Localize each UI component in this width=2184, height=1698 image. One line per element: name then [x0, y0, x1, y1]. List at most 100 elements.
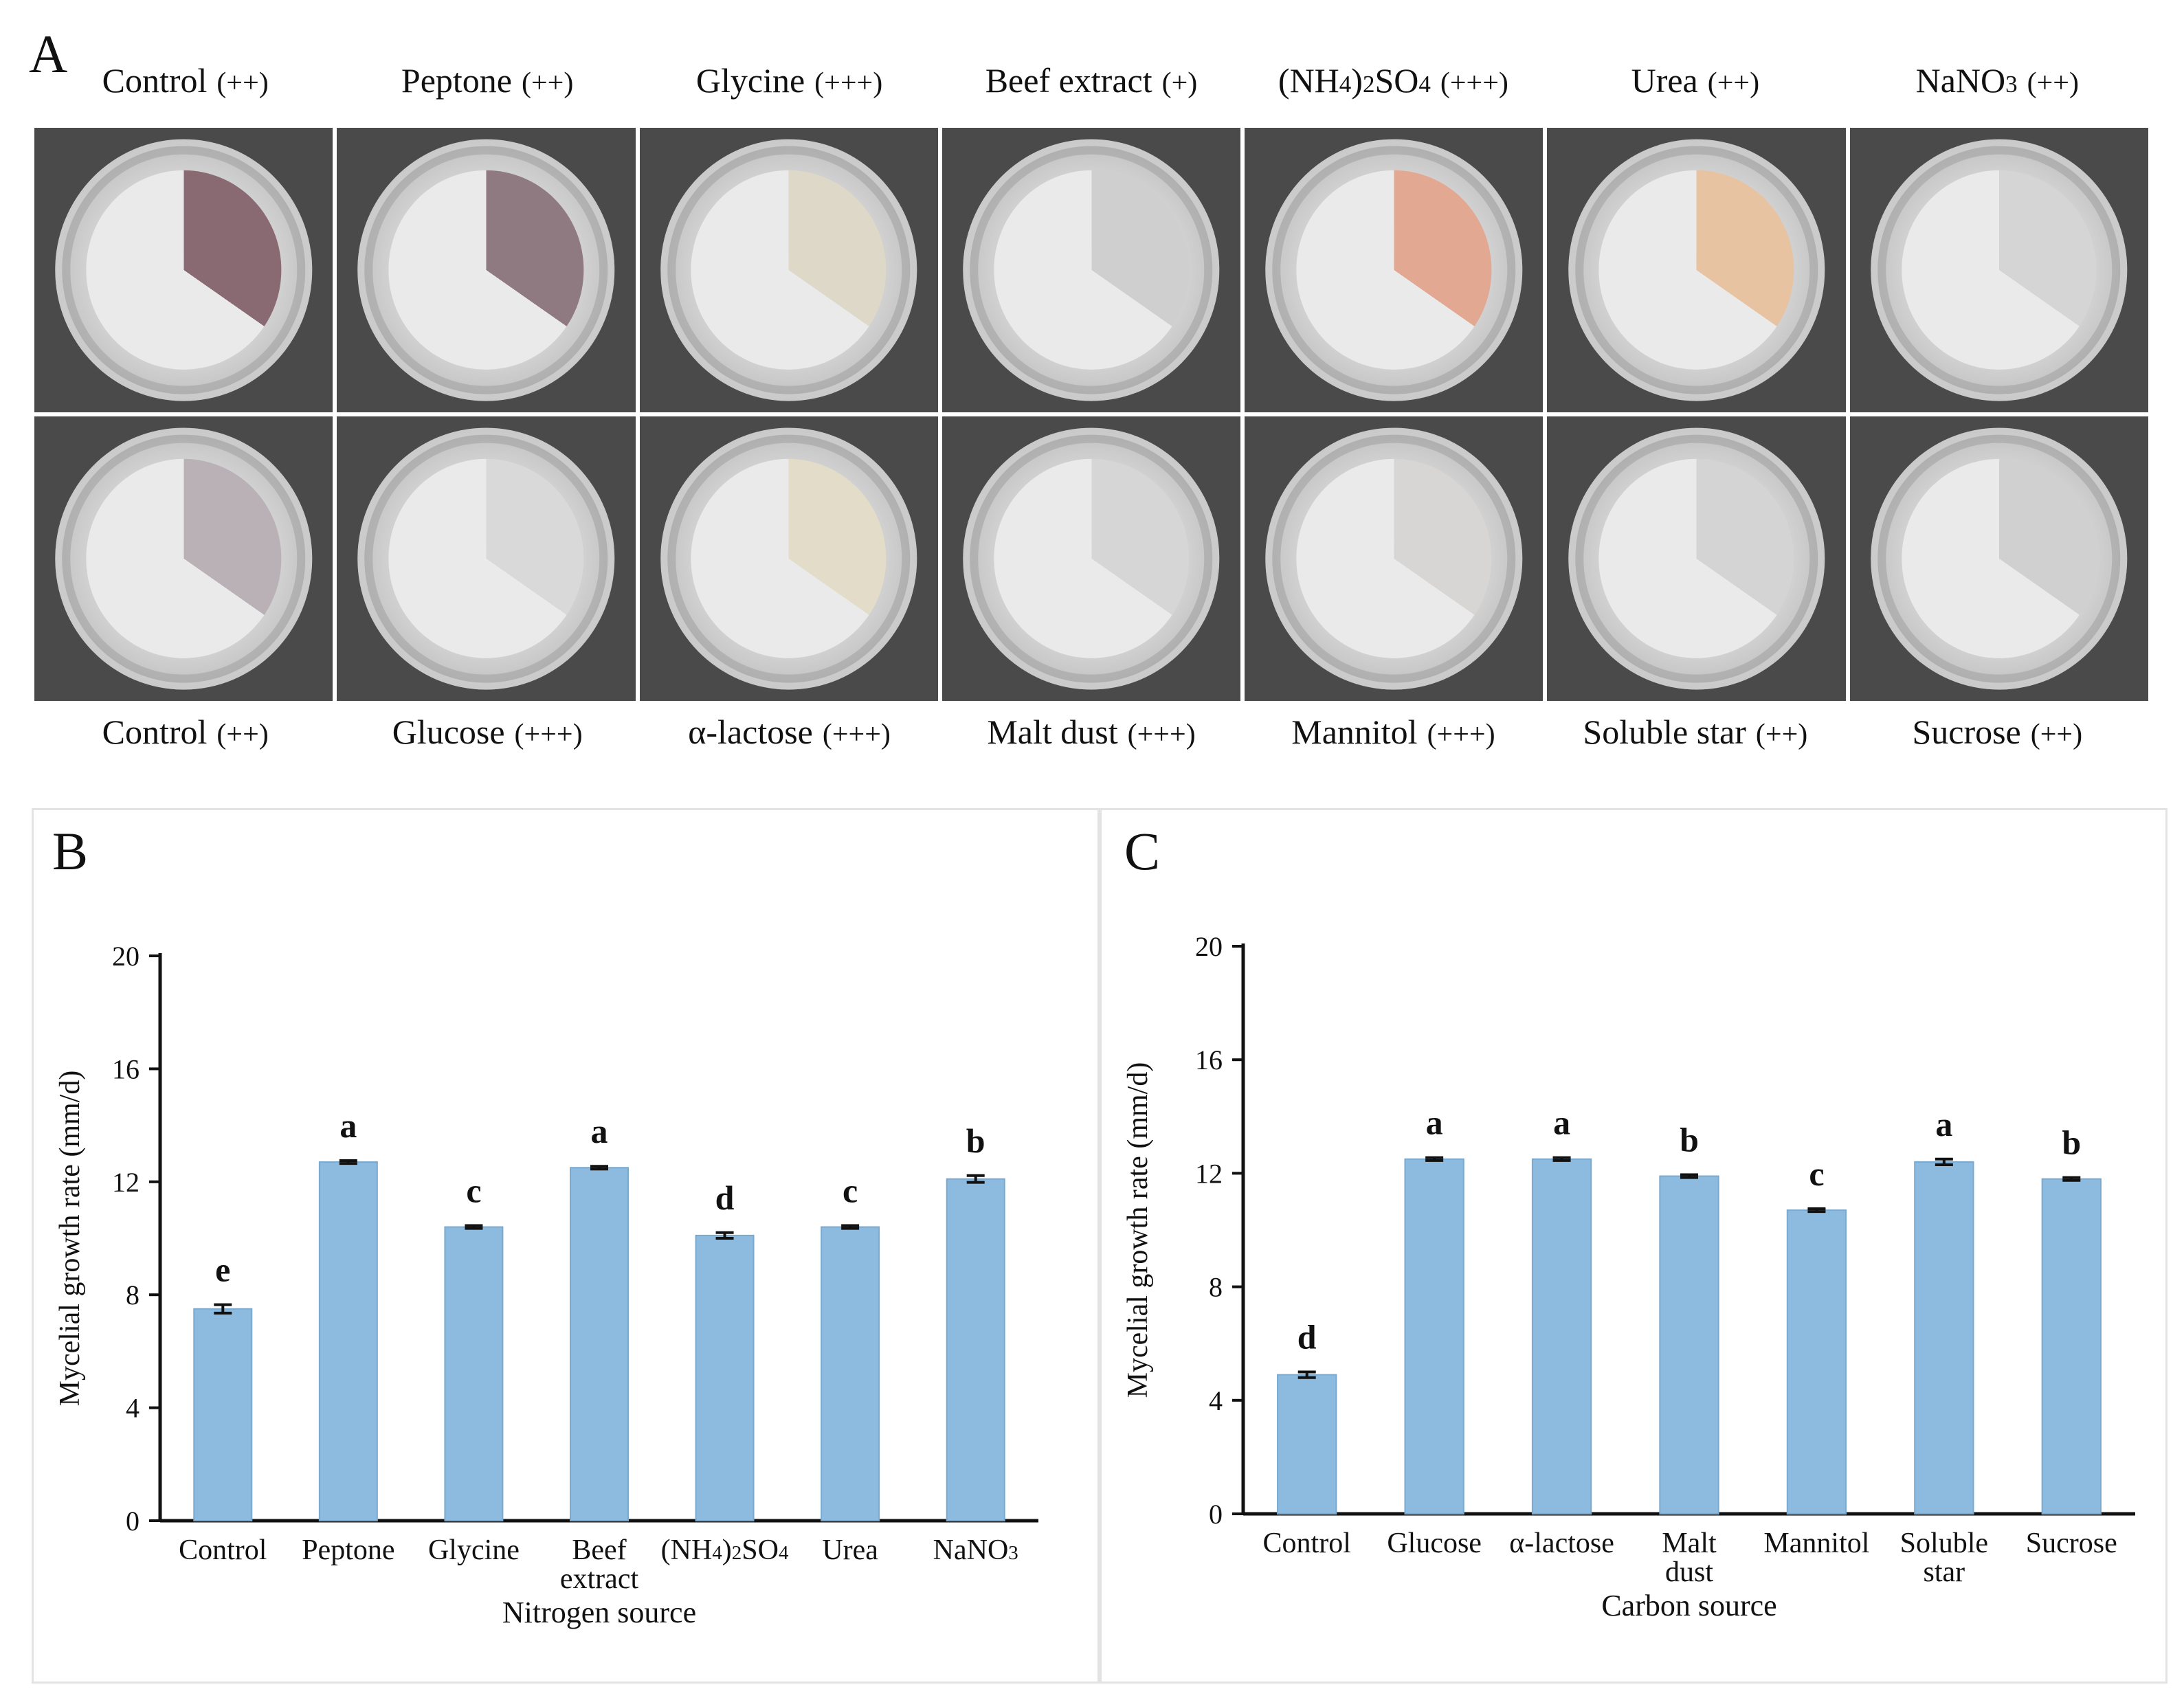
petri-dish — [1568, 139, 1825, 401]
caption-name: Sucrose — [1912, 713, 2021, 751]
plate-photo — [1547, 416, 1846, 701]
bar — [570, 1167, 629, 1521]
plate-photo — [34, 128, 333, 412]
plate-photo — [1245, 416, 1544, 701]
bar — [2041, 1178, 2102, 1515]
x-tick-label: Glycine — [428, 1534, 520, 1566]
plate-photo — [1245, 128, 1544, 412]
significance-letter: b — [966, 1121, 985, 1160]
petri-dish — [963, 427, 1220, 690]
y-axis-label: Mycelial growth rate (mm/d) — [54, 1071, 86, 1407]
caption-mark: (+) — [1161, 67, 1198, 99]
significance-letter: c — [843, 1172, 858, 1210]
colony-front — [691, 170, 887, 370]
petri-dish — [1265, 427, 1522, 690]
y-tick-label: 20 — [1195, 931, 1223, 962]
caption-mark: (+++) — [514, 719, 583, 750]
petri-dish — [357, 139, 615, 401]
colony-front — [1598, 459, 1794, 658]
significance-letter: d — [1297, 1318, 1317, 1356]
plate-caption: Control (++) — [102, 712, 269, 752]
x-tick-label: Beef — [572, 1534, 626, 1566]
carbon-captions: Control (++) Glucose (+++) α-lactose (+++) Mal… — [0, 712, 2184, 760]
x-tick-label: (NH4)2SO4 — [661, 1534, 789, 1566]
panel-c-frame: 0 4 8 12 16 20 Mycelial growth rate (mm/d) d Con… — [1100, 808, 2168, 1684]
bar — [946, 1178, 1005, 1521]
petri-dish — [660, 427, 917, 690]
x-tick-label: Peptone — [302, 1534, 394, 1566]
x-tick-label: NaNO3 — [933, 1534, 1018, 1566]
bar — [1914, 1161, 1974, 1515]
y-tick-label: 12 — [112, 1167, 140, 1198]
petri-dish — [55, 139, 312, 401]
caption-mark: (++) — [216, 67, 269, 99]
significance-letter: a — [1426, 1104, 1443, 1142]
significance-letter: b — [1680, 1120, 1699, 1159]
significance-letter: a — [591, 1112, 608, 1150]
caption-mark: (+++) — [1427, 719, 1495, 750]
y-tick-label: 4 — [1209, 1385, 1223, 1416]
caption-mark: (++) — [2027, 67, 2079, 99]
bar — [318, 1161, 378, 1521]
caption-mark: (++) — [1707, 67, 1760, 99]
caption-name: Urea — [1631, 61, 1698, 100]
plate-photo — [1849, 128, 2148, 412]
nitrogen-photo-row — [34, 128, 2148, 412]
significance-letter: c — [466, 1172, 481, 1210]
plate-photo — [1547, 128, 1846, 412]
significance-letter: a — [339, 1106, 357, 1145]
petri-dish — [963, 139, 1220, 401]
caption-name: Glucose — [392, 713, 505, 751]
panel-b-frame: 0 4 8 12 16 20 Mycelial growth rate (mm/d) e Con… — [32, 808, 1100, 1684]
plate-caption: Peptone (++) — [401, 60, 573, 100]
panel-c-label: C — [1124, 821, 1161, 881]
bar — [1531, 1158, 1592, 1515]
petri-dish — [357, 427, 615, 690]
caption-name: Peptone — [401, 61, 513, 100]
plate-photo — [337, 128, 636, 412]
y-tick-label: 4 — [126, 1393, 140, 1424]
bar — [1786, 1209, 1847, 1515]
plate-photo — [34, 416, 333, 701]
colony-front — [1901, 459, 2097, 658]
chart-c: 0 4 8 12 16 20 Mycelial growth rate (mm/d) d Con… — [1122, 931, 2135, 1622]
caption-mark: (++) — [522, 67, 574, 99]
plate-caption: Sucrose (++) — [1912, 712, 2082, 752]
x-tick-label: Malt — [1662, 1528, 1717, 1559]
y-tick-label: 0 — [1209, 1499, 1223, 1530]
caption-name: Mannitol — [1291, 713, 1418, 751]
caption-mark: (++) — [2030, 719, 2083, 750]
nitrogen-captions: Control (++) Peptone (++) Glycine (+++) Beef e… — [0, 60, 2184, 109]
colony-front — [691, 459, 887, 658]
caption-name: Control — [102, 61, 208, 100]
significance-letter: d — [715, 1178, 735, 1217]
caption-name: (NH4)2SO4 — [1278, 61, 1431, 100]
significance-letter: a — [1553, 1104, 1570, 1142]
caption-mark: (+++) — [814, 67, 883, 99]
carbon-photo-row — [34, 416, 2148, 701]
y-tick-label: 8 — [126, 1280, 140, 1310]
chart-b: 0 4 8 12 16 20 Mycelial growth rate (mm/d) e Con… — [54, 941, 1038, 1629]
plate-photo — [337, 416, 636, 701]
bar — [444, 1226, 504, 1521]
colony-front — [1296, 170, 1492, 370]
plate-caption: Urea (++) — [1631, 60, 1760, 100]
significance-letter: b — [2062, 1124, 2081, 1162]
significance-letter: c — [1809, 1154, 1824, 1193]
panel-b-label: B — [52, 821, 89, 881]
y-tick-label: 16 — [112, 1053, 140, 1084]
plate-caption: Glucose (+++) — [392, 712, 583, 752]
caption-name: Malt dust — [987, 713, 1118, 751]
x-tick-label: extract — [560, 1563, 639, 1595]
colony-front — [1598, 170, 1794, 370]
bar — [1404, 1158, 1464, 1515]
caption-mark: (+++) — [822, 719, 891, 750]
y-tick-label: 0 — [126, 1506, 140, 1537]
bar — [193, 1308, 253, 1521]
petri-dish — [1871, 139, 2128, 401]
bar — [1277, 1374, 1337, 1515]
y-tick-label: 8 — [1209, 1272, 1223, 1303]
plate-caption: NaNO3 (++) — [1916, 60, 2079, 100]
x-tick-label: Soluble — [1900, 1528, 1988, 1559]
plate-caption: Soluble star (++) — [1583, 712, 1807, 752]
